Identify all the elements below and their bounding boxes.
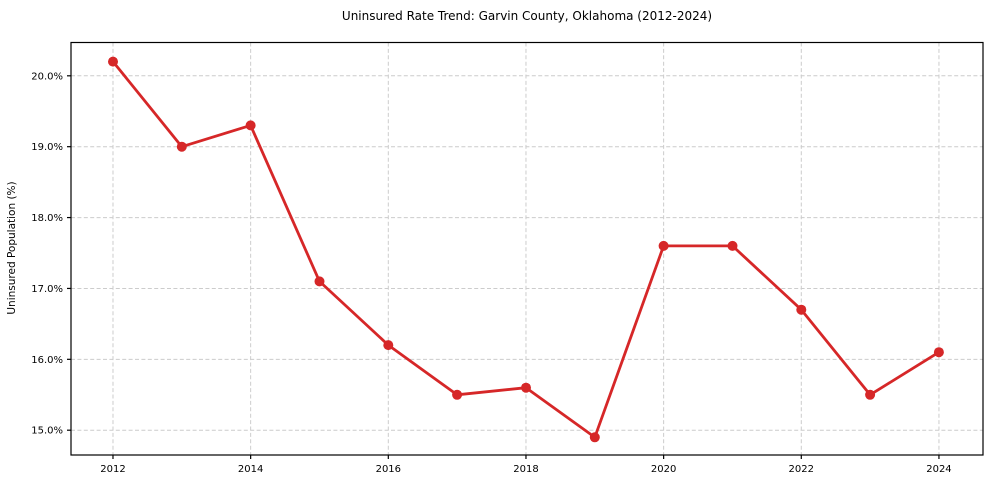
- x-tick-label: 2014: [238, 464, 263, 475]
- x-tick-label: 2024: [926, 464, 951, 475]
- data-point: [245, 120, 256, 131]
- data-point: [452, 389, 463, 400]
- data-point: [727, 240, 738, 251]
- data-point: [658, 240, 669, 251]
- y-tick-label: 18.0%: [31, 213, 63, 224]
- data-point: [521, 382, 531, 393]
- data-point: [589, 432, 600, 443]
- data-point: [865, 389, 876, 400]
- x-tick-label: 2012: [100, 464, 125, 475]
- chart-title: Uninsured Rate Trend: Garvin County, Okl…: [341, 9, 713, 23]
- x-tick-label: 2018: [513, 464, 538, 475]
- y-tick-label: 20.0%: [31, 71, 63, 82]
- data-point: [176, 141, 187, 152]
- y-tick-label: 16.0%: [31, 355, 63, 366]
- x-tick-label: 2022: [789, 464, 814, 475]
- y-tick-label: 19.0%: [31, 142, 63, 153]
- y-tick-label: 17.0%: [31, 284, 63, 295]
- x-tick-label: 2016: [376, 464, 401, 475]
- axes-border: [70, 41, 984, 456]
- data-point: [383, 340, 394, 351]
- data-point: [108, 56, 118, 67]
- x-tick-label: 2020: [651, 464, 676, 475]
- data-point: [796, 304, 807, 315]
- data-point: [933, 347, 944, 358]
- y-axis-label: Uninsured Population (%): [6, 181, 18, 314]
- data-point: [314, 276, 325, 287]
- y-tick-label: 15.0%: [31, 426, 63, 437]
